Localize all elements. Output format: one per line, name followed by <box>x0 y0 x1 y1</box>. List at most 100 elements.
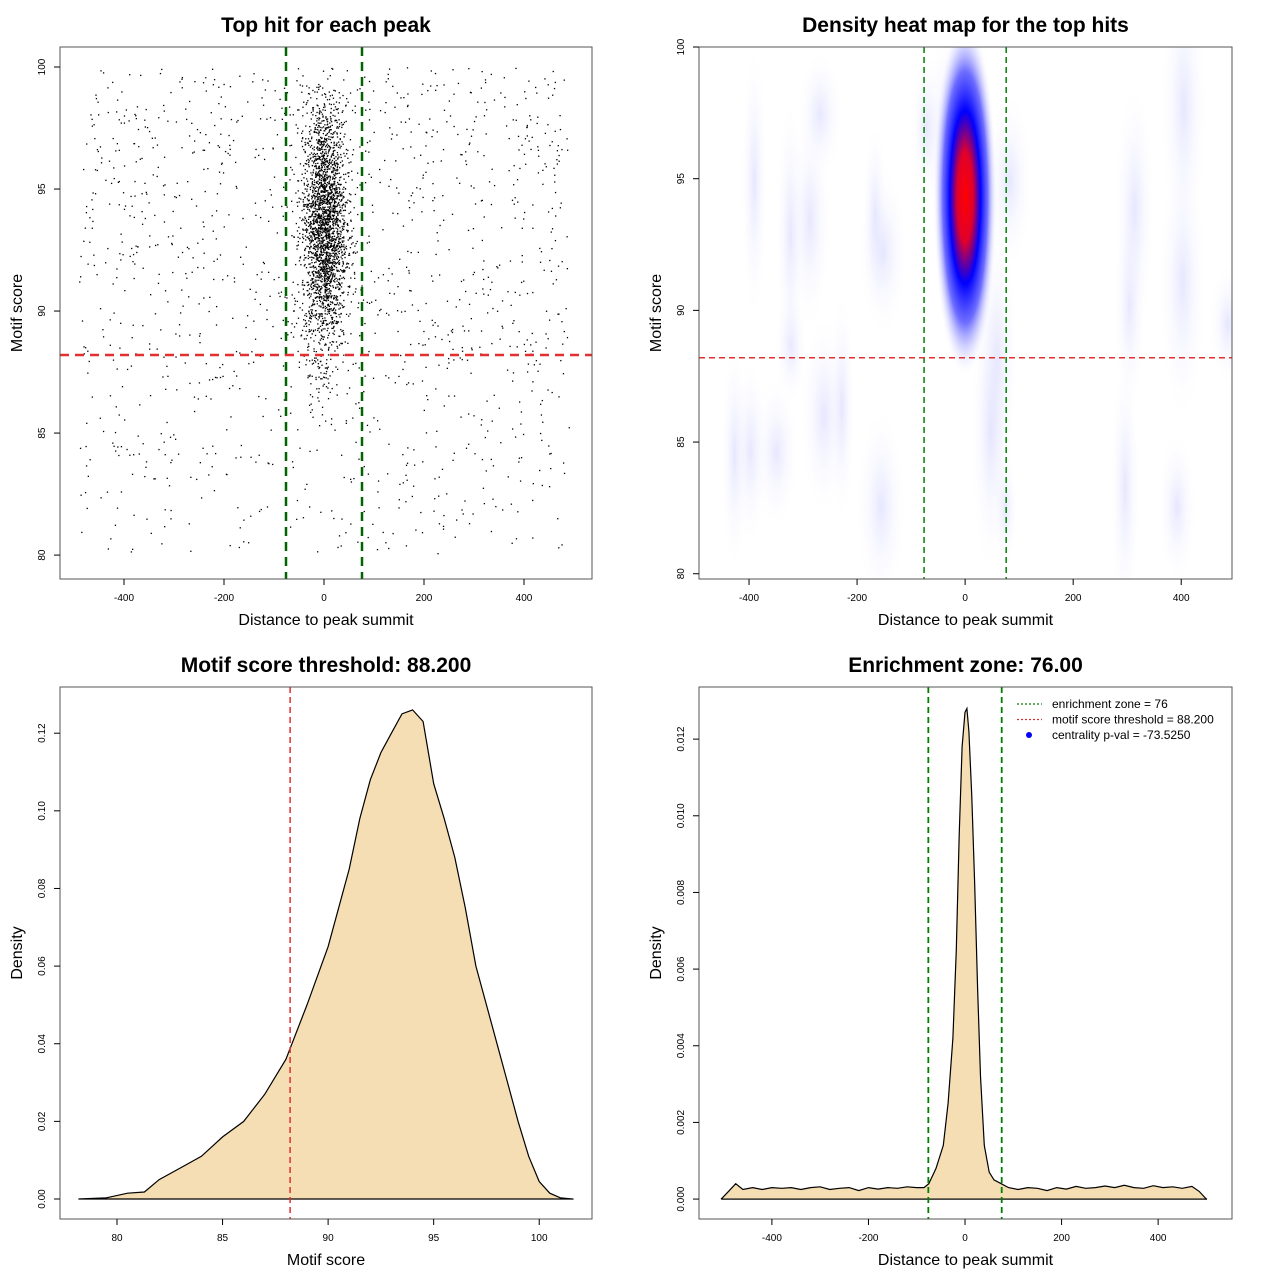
data-point <box>318 263 321 266</box>
data-point <box>316 388 318 390</box>
data-point <box>310 305 313 307</box>
data-point <box>310 283 312 285</box>
data-point <box>334 255 336 257</box>
data-point <box>318 83 320 86</box>
data-point <box>316 142 319 144</box>
data-point <box>320 245 323 248</box>
data-point <box>565 307 567 310</box>
data-point <box>335 366 337 368</box>
data-point <box>305 267 308 269</box>
data-point <box>333 276 336 278</box>
data-point <box>323 267 326 270</box>
data-point <box>334 312 336 315</box>
data-point <box>305 312 307 315</box>
data-point <box>229 544 231 547</box>
data-point <box>328 258 330 260</box>
data-point <box>339 246 341 249</box>
data-point <box>310 315 313 318</box>
data-point <box>318 230 320 232</box>
data-point <box>432 200 434 202</box>
data-point <box>349 236 351 239</box>
data-point <box>323 191 325 194</box>
data-point <box>324 182 326 185</box>
data-point <box>327 295 329 297</box>
data-point <box>410 343 412 346</box>
data-point <box>392 85 394 88</box>
data-point <box>332 166 334 169</box>
data-point <box>327 236 330 238</box>
data-point <box>306 198 309 200</box>
y-tick-label: 0.02 <box>37 1111 48 1131</box>
data-point <box>309 250 311 253</box>
data-point <box>312 285 315 287</box>
data-point <box>349 201 352 203</box>
data-point <box>310 241 312 244</box>
data-point <box>345 104 347 106</box>
data-point <box>342 110 344 112</box>
data-point <box>483 260 485 262</box>
data-point <box>316 210 319 213</box>
data-point <box>341 292 343 294</box>
data-point <box>333 177 336 180</box>
data-point <box>331 161 333 163</box>
data-point <box>309 205 311 208</box>
data-point <box>329 301 332 303</box>
data-point <box>110 538 112 540</box>
data-point <box>318 173 321 175</box>
data-point <box>319 290 321 292</box>
data-point <box>305 325 308 327</box>
data-point <box>86 507 88 510</box>
data-point <box>332 220 334 223</box>
data-point <box>175 333 177 335</box>
data-point <box>328 164 331 166</box>
data-point <box>312 303 314 305</box>
data-point <box>322 320 325 322</box>
data-point <box>321 160 323 162</box>
data-point <box>331 170 333 173</box>
data-point <box>291 234 293 237</box>
data-point <box>172 210 174 213</box>
data-point <box>323 248 325 250</box>
data-point <box>337 281 340 284</box>
data-point <box>341 160 344 162</box>
data-point <box>475 292 477 294</box>
data-point <box>148 343 151 345</box>
data-point <box>337 183 340 185</box>
data-point <box>318 208 321 211</box>
data-point <box>309 317 311 319</box>
data-point <box>331 321 334 324</box>
data-point <box>190 476 192 479</box>
data-point <box>310 129 312 131</box>
data-point <box>329 95 331 97</box>
data-point <box>315 229 317 232</box>
data-point <box>320 276 322 278</box>
data-point <box>326 259 328 261</box>
data-point <box>520 281 523 284</box>
data-point <box>339 219 341 222</box>
data-point <box>333 210 335 212</box>
data-point <box>342 164 344 166</box>
data-point <box>238 546 241 549</box>
data-point <box>330 117 332 120</box>
data-point <box>335 287 337 289</box>
data-point <box>247 101 249 103</box>
data-point <box>315 114 317 117</box>
data-point <box>305 359 308 361</box>
data-point <box>436 131 438 133</box>
data-point <box>337 255 339 258</box>
data-point <box>181 87 183 89</box>
data-point <box>314 158 316 160</box>
data-point <box>335 322 337 324</box>
data-point <box>320 178 323 180</box>
data-point <box>322 156 324 158</box>
data-point <box>355 441 357 444</box>
data-point <box>296 205 299 207</box>
data-point <box>313 223 316 225</box>
data-point <box>331 159 334 162</box>
data-point <box>545 166 547 168</box>
data-point <box>319 122 321 124</box>
data-point <box>314 91 316 93</box>
data-point <box>315 376 317 379</box>
data-point <box>328 150 330 152</box>
data-point <box>122 192 125 194</box>
